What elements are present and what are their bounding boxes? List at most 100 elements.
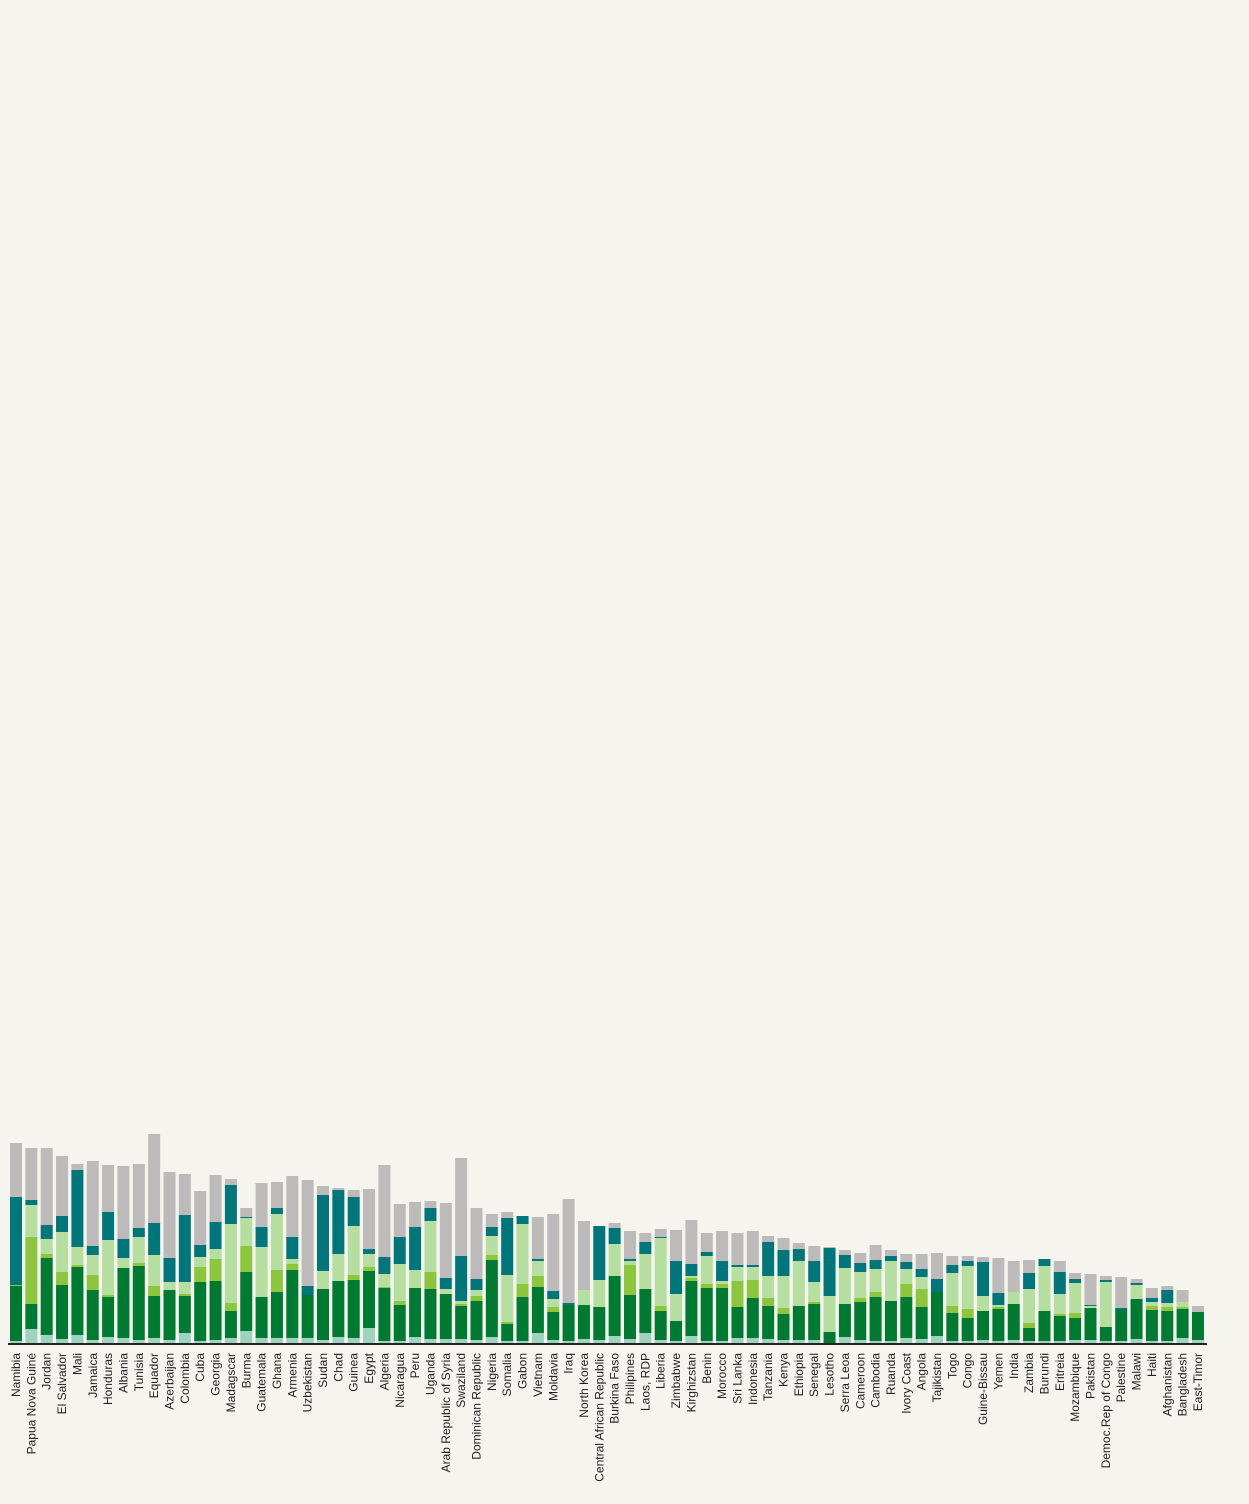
x-tick-label: Benin <box>700 1353 714 1384</box>
bar-segment-10-2 <box>148 1296 161 1338</box>
bar-segment-59-3 <box>900 1284 913 1297</box>
bar-segment-45-1 <box>685 1336 698 1343</box>
bar-segment-19-1 <box>286 1338 299 1343</box>
bar-segment-41-5 <box>624 1259 636 1261</box>
x-tick-label: Mali <box>70 1353 84 1375</box>
bar-segment-70-5 <box>1069 1279 1082 1283</box>
bar-segment-56-5 <box>854 1263 867 1272</box>
bar-segment-69-2 <box>1053 1316 1066 1341</box>
bar-segment-33-3 <box>501 1322 514 1324</box>
x-tick-label: Swaziland <box>454 1353 468 1408</box>
bar-segment-45-6 <box>685 1220 698 1264</box>
bar-segment-36-5 <box>547 1291 560 1299</box>
bar-segment-36-3 <box>547 1307 560 1312</box>
bar-segment-23-2 <box>347 1280 360 1338</box>
bar-segment-66-6 <box>1007 1261 1020 1292</box>
bar-segment-37-5 <box>562 1303 575 1305</box>
bar-segment-34-3 <box>516 1284 529 1297</box>
bar-segment-70-4 <box>1069 1283 1082 1313</box>
bar-segment-8-2 <box>117 1268 130 1338</box>
x-tick-label: Afghanistan <box>1160 1353 1174 1416</box>
bar-segment-27-2 <box>409 1288 422 1337</box>
bar-segment-53-3 <box>808 1302 821 1304</box>
bar-segment-11-1 <box>163 1340 176 1343</box>
bar-segment-16-4 <box>240 1218 253 1246</box>
bar-segment-6-4 <box>86 1255 99 1275</box>
bar-segment-63-4 <box>961 1266 974 1309</box>
bar-segment-29-1 <box>439 1339 452 1343</box>
bar-segment-44-1 <box>670 1341 683 1343</box>
x-tick-label: Guine-Bissau <box>976 1353 990 1425</box>
bar-segment-78-1 <box>1191 1340 1204 1343</box>
bar-segment-6-1 <box>86 1340 99 1343</box>
bar-segment-53-2 <box>808 1304 821 1340</box>
x-tick-label: Jordan <box>40 1353 54 1390</box>
bar-segment-73-5 <box>1115 1308 1128 1310</box>
bar-segment-9-6 <box>132 1164 145 1228</box>
bar-segment-5-4 <box>71 1247 84 1265</box>
bar-segment-33-6 <box>501 1212 514 1218</box>
bar-segment-56-3 <box>854 1298 867 1302</box>
x-tick-label: El Salvador <box>55 1353 69 1414</box>
x-tick-label: Colombia <box>178 1353 192 1404</box>
bar-segment-33-5 <box>501 1218 514 1275</box>
bar-segment-29-2 <box>439 1294 452 1339</box>
bar-segment-41-3 <box>624 1265 636 1295</box>
bar-segment-74-6 <box>1130 1279 1143 1283</box>
bar-segment-74-2 <box>1130 1299 1143 1339</box>
x-tick-label: Tunisia <box>132 1353 146 1392</box>
bar-segment-58-4 <box>884 1261 897 1301</box>
bar-segment-54-6 <box>823 1247 836 1248</box>
bar-segment-52-6 <box>792 1243 805 1249</box>
bar-segment-28-2 <box>424 1289 437 1339</box>
bar-segment-68-2 <box>1038 1311 1051 1341</box>
bar-segment-59-2 <box>900 1297 913 1338</box>
bar-segment-56-6 <box>854 1253 867 1263</box>
bar-segment-26-5 <box>393 1237 406 1264</box>
bar-segment-66-1 <box>1007 1340 1020 1343</box>
bar-segment-45-4 <box>685 1276 698 1278</box>
bar-segment-60-6 <box>915 1254 928 1269</box>
bar-segment-35-1 <box>531 1333 544 1343</box>
bar-segment-31-5 <box>470 1279 483 1290</box>
x-tick-label: Kenya <box>777 1353 791 1387</box>
bar-segment-16-5 <box>240 1217 253 1218</box>
bar-segment-39-1 <box>593 1340 606 1343</box>
bar-segment-42-6 <box>639 1233 652 1242</box>
x-tick-label: Uzbekistan <box>301 1353 315 1412</box>
x-tick-labels: Namibia Papua Nova Guiné Jordan El Salvador… <box>9 1352 1205 1481</box>
bar-segment-26-4 <box>393 1264 406 1301</box>
bar-segment-77-2 <box>1176 1309 1189 1338</box>
x-tick-label: Kirghizstan <box>684 1353 698 1412</box>
bar-segment-46-6 <box>700 1233 713 1252</box>
bar-segment-4-6 <box>56 1156 69 1216</box>
bar-segment-76-3 <box>1161 1307 1174 1311</box>
x-tick-label: Morocco <box>715 1353 729 1399</box>
bar-segment-77-3 <box>1176 1307 1189 1309</box>
bar-segment-30-4 <box>455 1301 468 1304</box>
bar-segment-38-1 <box>577 1339 590 1343</box>
bar-segment-48-4 <box>731 1267 744 1281</box>
bar-segment-15-6 <box>224 1179 237 1185</box>
bar-segment-13-2 <box>194 1282 207 1341</box>
bar-segment-51-2 <box>777 1314 790 1340</box>
bar-segment-43-4 <box>654 1238 667 1306</box>
bar-segment-72-1 <box>1099 1341 1112 1343</box>
bar-segment-64-6 <box>977 1257 990 1262</box>
bar-segment-50-2 <box>762 1306 775 1339</box>
bar-segment-27-4 <box>409 1270 422 1288</box>
bar-segment-18-2 <box>270 1292 283 1338</box>
x-tick-label: Ivory Coast <box>899 1352 913 1413</box>
bar-segment-63-5 <box>961 1261 974 1266</box>
bar-segment-43-5 <box>654 1237 667 1238</box>
bar-segment-25-4 <box>378 1274 391 1287</box>
bar-segment-69-3 <box>1053 1314 1066 1316</box>
bar-segment-58-6 <box>884 1250 897 1256</box>
bar-segment-34-2 <box>516 1297 529 1341</box>
bar-segment-58-5 <box>884 1256 897 1261</box>
bar-segment-69-4 <box>1053 1294 1066 1314</box>
bar-segment-25-1 <box>378 1341 391 1343</box>
bar-segment-57-4 <box>869 1269 882 1292</box>
bar-segment-14-6 <box>209 1175 222 1222</box>
bar-segment-32-4 <box>485 1236 498 1255</box>
